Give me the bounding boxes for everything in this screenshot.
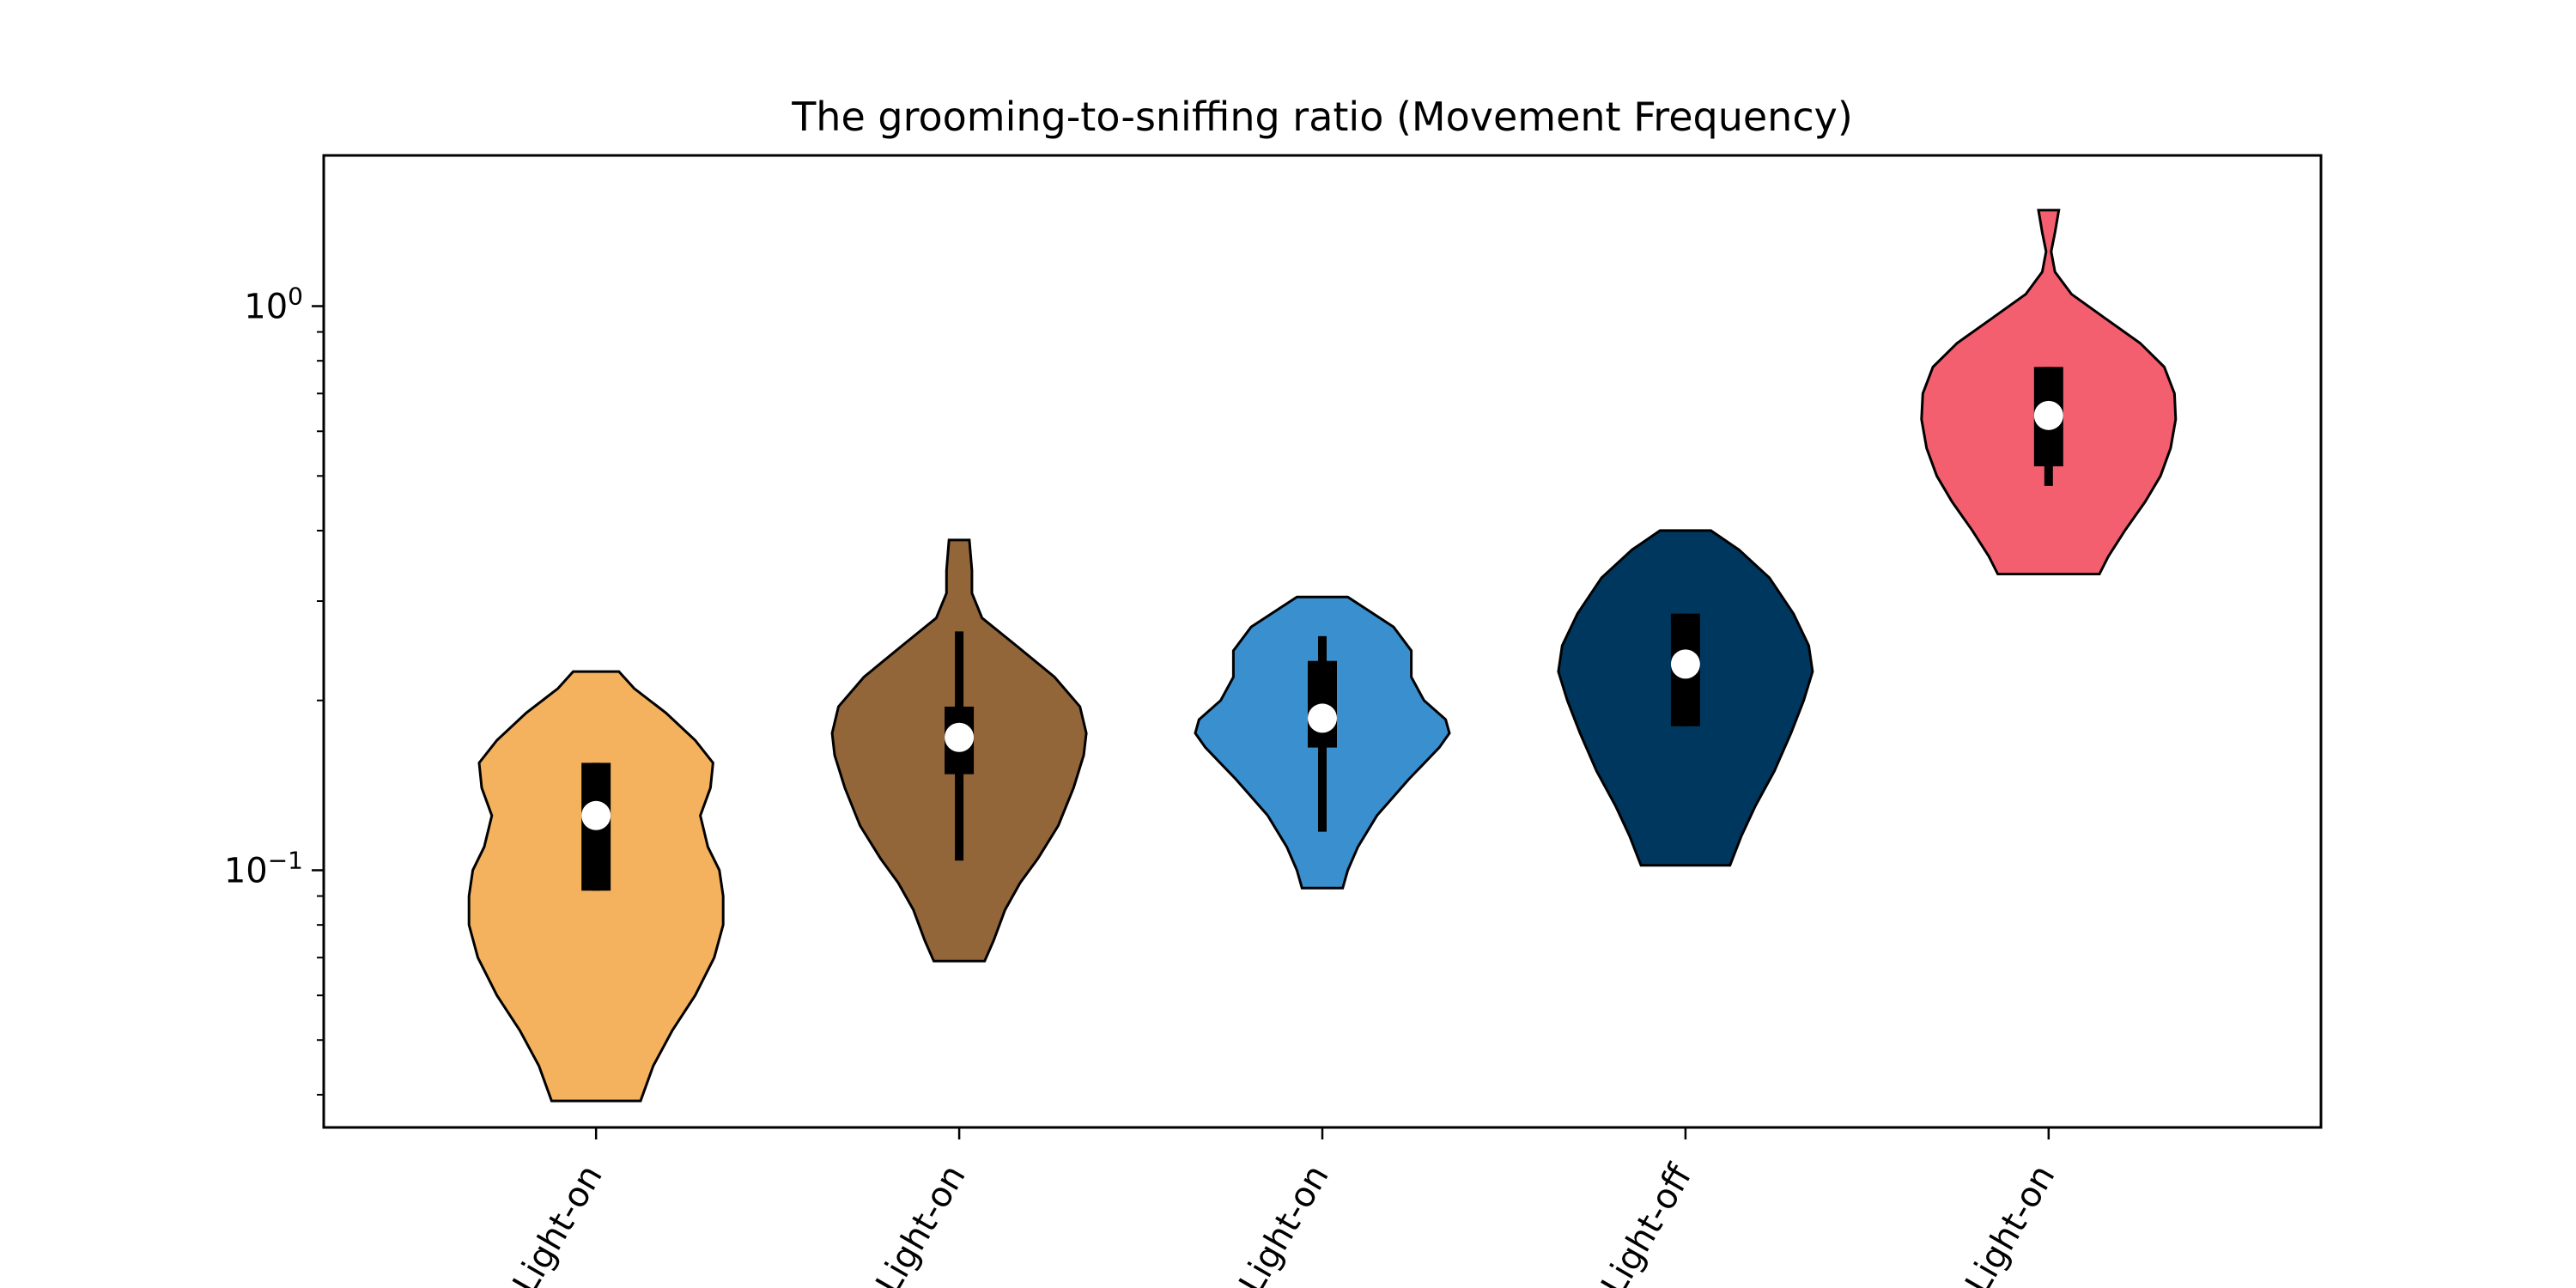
- x-tick-label: Light-on: [506, 1158, 611, 1288]
- summary-group: [581, 367, 2063, 891]
- median-marker: [1308, 703, 1337, 733]
- median-marker: [945, 722, 975, 752]
- x-tick-label: Light-on: [1231, 1158, 1336, 1288]
- x-tick-label: Light-off: [1594, 1157, 1700, 1288]
- plot-frame: [322, 154, 2323, 1129]
- median-marker: [2033, 400, 2063, 430]
- y-tick-label: 10−1: [224, 846, 303, 890]
- x-tick-label: Light-on: [1958, 1158, 2063, 1288]
- y-tick-label: 100: [244, 283, 303, 327]
- median-marker: [581, 800, 611, 830]
- median-marker: [1670, 649, 1700, 679]
- violin-group: [467, 209, 2178, 1103]
- x-tick-label: Light-on: [868, 1158, 973, 1288]
- chart-title: The grooming-to-sniffing ratio (Movement…: [791, 94, 1853, 140]
